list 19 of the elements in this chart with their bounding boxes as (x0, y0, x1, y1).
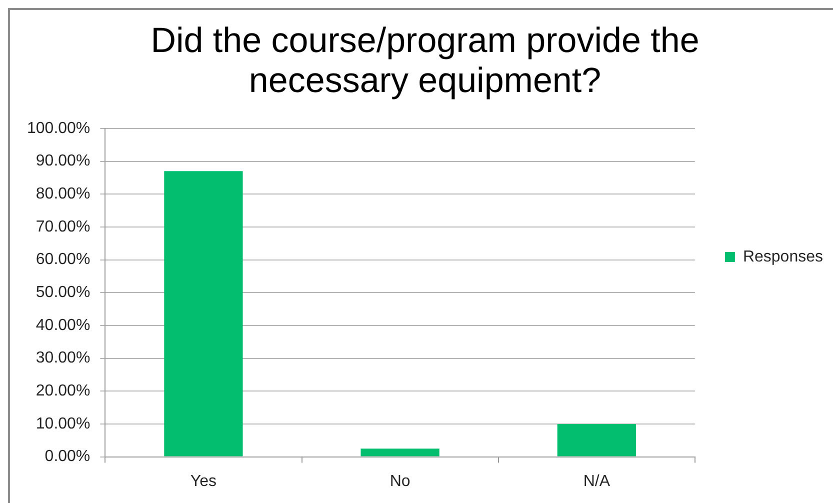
chart-title: Did the course/program provide the necessary equipment? (150, 20, 700, 100)
y-tick-label: 20.00% (36, 382, 90, 400)
bar (164, 171, 243, 456)
y-tick-label: 0.00% (44, 448, 90, 466)
y-tick-label: 80.00% (36, 186, 90, 203)
y-tick-label: 60.00% (36, 251, 90, 268)
bar (360, 448, 440, 456)
y-tick-label: 100.00% (26, 120, 90, 137)
y-tick-label: 30.00% (36, 350, 90, 367)
y-tick-label: 10.00% (36, 415, 90, 432)
legend-label: Responses (742, 248, 823, 266)
y-tick-label: 50.00% (36, 284, 90, 302)
y-tick-label: 90.00% (36, 152, 90, 170)
x-tick-label: N/A (583, 472, 610, 490)
y-tick-label: 70.00% (36, 218, 90, 236)
x-tick-label: No (390, 472, 410, 490)
bar (557, 424, 636, 456)
y-tick-label: 40.00% (36, 316, 90, 334)
x-tick-label: Yes (190, 472, 217, 490)
